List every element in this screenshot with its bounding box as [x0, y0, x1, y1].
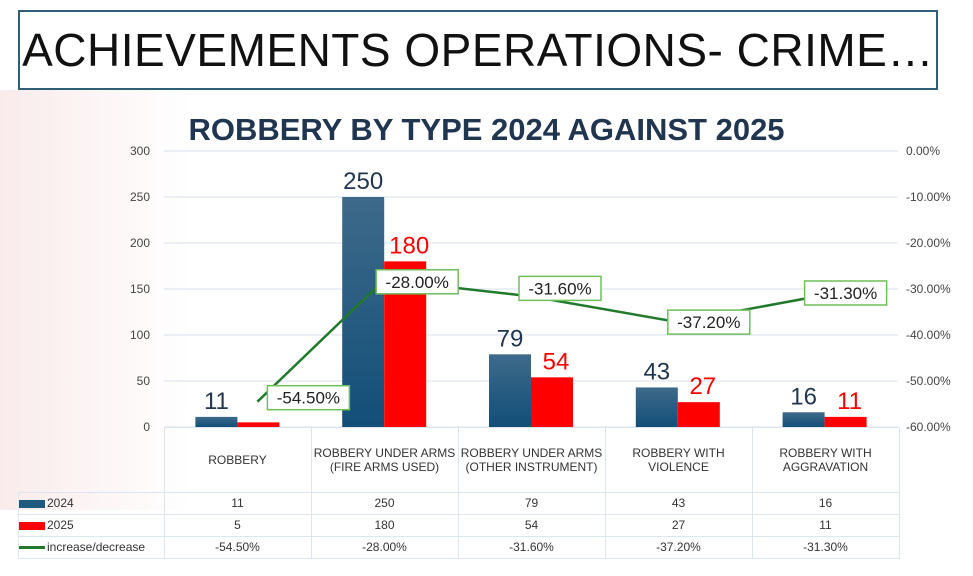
category-label: ROBBERY WITH VIOLENCE — [604, 427, 753, 493]
y-right-tick-label: -40.00% — [906, 328, 951, 342]
table-cell: -54.50% — [163, 535, 312, 559]
table-cell: -28.00% — [310, 535, 459, 559]
bar-2025 — [531, 377, 573, 427]
table-cell: 5 — [163, 513, 312, 537]
bar-2025 — [237, 422, 280, 427]
bar-2025 — [824, 416, 867, 427]
y-left-tick-label: 0 — [143, 420, 150, 434]
legend-2025: 2025 — [18, 513, 165, 537]
bar-2024 — [782, 412, 825, 427]
table-cell: 11 — [163, 491, 312, 515]
data-label-change: -54.50% — [277, 389, 340, 408]
table-cell: 43 — [604, 491, 753, 515]
table-row: 2024 11 250 79 43 16 — [18, 491, 900, 515]
legend-2024: 2024 — [18, 491, 165, 515]
table-cell: 16 — [751, 491, 900, 515]
data-label-2025: 54 — [543, 348, 570, 375]
data-label-change: -31.60% — [528, 279, 591, 298]
data-label-change: -31.30% — [814, 284, 877, 303]
data-label-2024: 79 — [497, 325, 524, 352]
y-left-tick-label: 150 — [130, 282, 150, 296]
table-cell: 250 — [310, 491, 459, 515]
data-label-2024: 250 — [343, 168, 383, 195]
table-row: increase/decrease -54.50% -28.00% -31.60… — [18, 535, 900, 559]
table-cell: -37.20% — [604, 535, 753, 559]
table-cell: 27 — [604, 513, 753, 537]
legend-line — [19, 546, 45, 550]
y-right-tick-label: -30.00% — [906, 282, 951, 296]
y-left-tick-label: 300 — [130, 144, 150, 158]
y-left-tick-label: 100 — [130, 328, 150, 342]
table-header-row: ROBBERY ROBBERY UNDER ARMS (FIRE ARMS US… — [18, 427, 900, 493]
y-left-tick-label: 50 — [137, 374, 151, 388]
bar-2024 — [635, 387, 678, 427]
category-label: ROBBERY WITH AGGRAVATION — [751, 427, 900, 493]
data-label-2025: 27 — [689, 373, 716, 400]
table-cell: 79 — [457, 491, 606, 515]
slide-title: ACHIEVEMENTS OPERATIONS- CRIME… — [18, 10, 938, 90]
table-cell: -31.30% — [751, 535, 900, 559]
legend-increase-decrease: increase/decrease — [18, 535, 165, 559]
y-right-tick-label: -10.00% — [906, 190, 951, 204]
y-left-tick-label: 250 — [130, 190, 150, 204]
table-cell: -31.60% — [457, 535, 606, 559]
legend-swatch — [19, 499, 45, 508]
data-label-change: -37.20% — [677, 313, 740, 332]
data-label-box — [375, 269, 459, 295]
table-row: 2025 5 180 54 27 11 — [18, 513, 900, 537]
category-label: ROBBERY UNDER ARMS (OTHER INSTRUMENT) — [457, 427, 606, 493]
bar-2024 — [195, 416, 238, 427]
data-label-change: -28.00% — [386, 273, 449, 292]
data-label-2025: 11 — [837, 388, 862, 415]
table-cell: 11 — [751, 513, 900, 537]
y-right-tick-label: 0.00% — [906, 144, 940, 158]
data-label-box — [803, 280, 888, 306]
chart-title: ROBBERY BY TYPE 2024 AGAINST 2025 — [188, 112, 785, 147]
y-right-tick-label: -20.00% — [906, 236, 951, 250]
data-label-2024: 11 — [204, 388, 229, 415]
bar-2024 — [489, 354, 531, 427]
category-label: ROBBERY — [163, 427, 312, 493]
data-label-box — [518, 275, 602, 302]
legend-swatch — [19, 521, 45, 530]
data-label-2024: 16 — [790, 383, 817, 410]
bar-2025 — [677, 402, 720, 427]
data-label-box — [667, 309, 751, 335]
table-cell: 180 — [310, 513, 459, 537]
data-label-box — [266, 384, 351, 411]
data-label-2024: 43 — [643, 358, 670, 385]
y-right-tick-label: -60.00% — [906, 420, 951, 434]
category-label: ROBBERY UNDER ARMS (FIRE ARMS USED) — [310, 427, 459, 493]
y-left-tick-label: 200 — [130, 236, 150, 250]
data-table: ROBBERY ROBBERY UNDER ARMS (FIRE ARMS US… — [18, 427, 900, 559]
y-right-tick-label: -50.00% — [906, 374, 951, 388]
data-label-2025: 180 — [389, 232, 429, 259]
table-cell: 54 — [457, 513, 606, 537]
